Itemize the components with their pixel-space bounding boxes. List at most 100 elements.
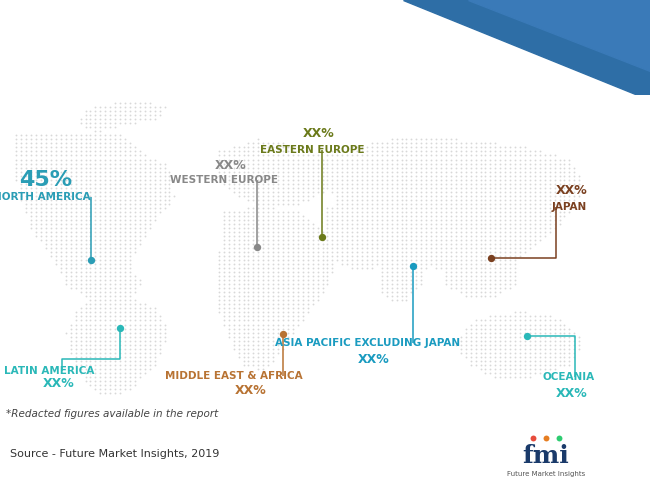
Point (224, 212, 234, 220)
Point (51, 192, 61, 200)
Point (130, 176, 140, 184)
Point (70, 200, 81, 207)
Point (505, 236, 515, 244)
Point (490, 264, 501, 272)
Point (406, 176, 417, 184)
Point (224, 288, 234, 296)
Point (465, 208, 476, 216)
Point (500, 232, 510, 240)
Point (525, 325, 535, 333)
Point (530, 357, 540, 365)
Point (313, 260, 323, 268)
Point (416, 151, 426, 159)
Point (253, 288, 263, 296)
Point (95, 288, 105, 296)
Point (347, 144, 358, 151)
Point (471, 341, 481, 349)
Point (485, 369, 495, 377)
Point (475, 361, 486, 369)
Point (66, 325, 76, 333)
Point (416, 188, 426, 196)
Point (95, 168, 105, 175)
Point (342, 151, 352, 159)
Point (278, 317, 288, 324)
Point (391, 244, 402, 252)
Point (322, 276, 333, 284)
Point (253, 252, 263, 260)
Point (559, 341, 569, 349)
Point (144, 309, 155, 317)
Point (352, 144, 362, 151)
Point (100, 373, 110, 381)
Point (525, 192, 535, 200)
Point (263, 300, 274, 308)
Point (36, 192, 46, 200)
Point (140, 232, 150, 240)
Point (387, 156, 397, 164)
Point (46, 228, 56, 236)
Point (456, 228, 466, 236)
Point (382, 281, 392, 288)
Point (475, 212, 486, 220)
Point (85, 112, 96, 119)
Point (564, 176, 575, 184)
Point (406, 240, 417, 248)
Point (273, 313, 283, 320)
Point (26, 224, 36, 232)
Point (456, 333, 466, 340)
Point (387, 293, 397, 300)
Point (471, 184, 481, 191)
Point (233, 281, 244, 288)
Point (90, 192, 101, 200)
Point (515, 337, 525, 344)
Point (387, 200, 397, 207)
Point (150, 349, 160, 356)
Point (288, 244, 298, 252)
Point (268, 228, 278, 236)
Point (125, 345, 135, 353)
Point (66, 276, 76, 284)
Point (135, 317, 145, 324)
Point (155, 107, 165, 115)
Point (347, 240, 358, 248)
Point (228, 184, 239, 191)
Point (382, 236, 392, 244)
Point (228, 180, 239, 187)
Point (95, 377, 105, 385)
Point (105, 297, 116, 304)
Point (26, 168, 36, 175)
Point (144, 196, 155, 204)
Point (471, 256, 481, 264)
Point (421, 236, 432, 244)
Point (125, 293, 135, 300)
Point (155, 188, 165, 196)
Point (233, 284, 244, 292)
Point (60, 260, 71, 268)
Point (120, 317, 130, 324)
Point (530, 196, 540, 204)
Point (490, 337, 501, 344)
Point (130, 115, 140, 123)
Point (46, 200, 56, 207)
Point (367, 260, 377, 268)
Point (505, 284, 515, 292)
Point (342, 168, 352, 175)
Point (461, 329, 471, 337)
Point (313, 256, 323, 264)
Point (224, 325, 234, 333)
Point (327, 148, 337, 155)
Point (135, 164, 145, 171)
Point (268, 288, 278, 296)
Point (268, 192, 278, 200)
Point (248, 313, 259, 320)
Point (530, 325, 540, 333)
Point (480, 320, 491, 328)
Point (485, 256, 495, 264)
Point (90, 204, 101, 212)
Point (140, 325, 150, 333)
Point (540, 188, 550, 196)
Point (164, 180, 175, 187)
Point (125, 204, 135, 212)
Point (534, 151, 545, 159)
Point (421, 184, 432, 191)
